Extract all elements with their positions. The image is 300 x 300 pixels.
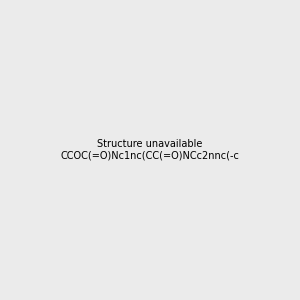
- Text: Structure unavailable
CCOC(=O)Nc1nc(CC(=O)NCc2nnc(-c: Structure unavailable CCOC(=O)Nc1nc(CC(=…: [61, 139, 239, 161]
